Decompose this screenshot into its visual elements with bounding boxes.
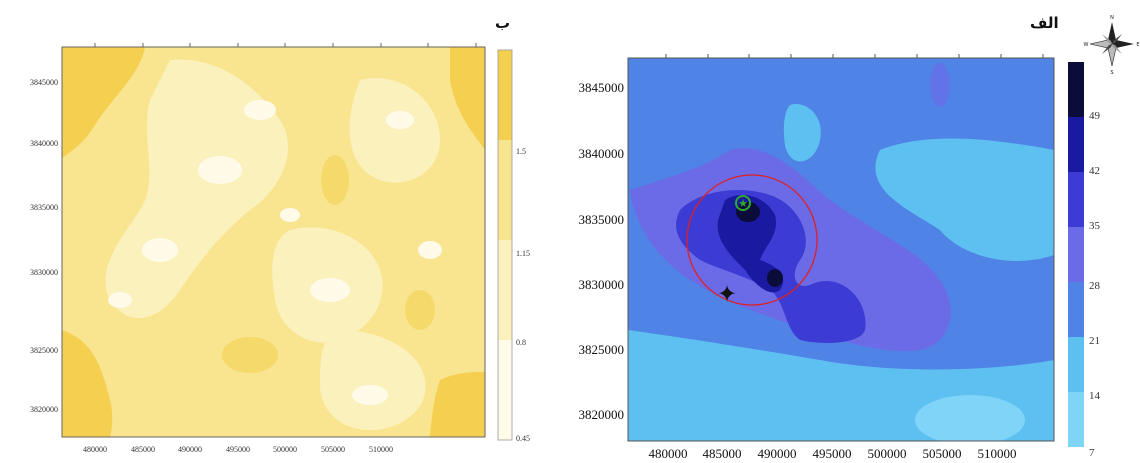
right-x-tick: 510000 [978,446,1017,461]
left-x-tick: 495000 [226,445,250,454]
right-x-tick: 500000 [868,446,907,461]
star-marker-icon: ✦ [717,280,737,308]
legend-label: 21 [1089,335,1100,347]
right-y-tick: 3825000 [579,342,625,357]
svg-text:★: ★ [738,197,748,210]
legend-swatch [1068,117,1084,172]
compass-rose-icon: N S W E [1084,15,1140,76]
legend-label: 7 [1089,447,1095,459]
legend-label: 1.15 [516,249,530,258]
right-y-tick: 3830000 [579,277,625,292]
legend-label: 1.5 [516,147,526,156]
compass-north-label: N [1110,15,1114,21]
legend-label: 14 [1089,390,1101,402]
study-area-circle [686,174,818,306]
legend-swatch [1068,62,1084,117]
panel-b-letter: ب [495,14,511,32]
legend-label: 49 [1089,110,1101,122]
left-x-tick: 500000 [273,445,297,454]
legend-swatch [498,340,512,440]
left-y-tick: 3835000 [30,203,58,212]
legend-swatch [1068,227,1084,282]
right-y-tick: 3845000 [579,80,625,95]
left-y-tick: 3825000 [30,346,58,355]
right-x-tick: 485000 [703,446,742,461]
left-y-tick: 3830000 [30,268,58,277]
legend-swatch [498,140,512,240]
left-x-tick: 480000 [83,445,107,454]
left-legend: 1.5 1.15 0.8 0.45 [497,49,530,443]
right-y-tick: 3835000 [579,212,625,227]
left-y-tick: 3845000 [30,78,58,87]
panel-a-letter: الف [1030,14,1059,32]
legend-swatch [1068,282,1084,337]
left-y-tick: 3820000 [30,405,58,414]
legend-swatch [1068,337,1084,392]
legend-swatch [498,240,512,340]
right-y-tick: 3820000 [579,407,625,422]
legend-label: 35 [1089,220,1101,232]
site-marker-icon: ★ [735,195,751,211]
legend-swatch [1068,392,1084,447]
legend-label: 28 [1089,280,1101,292]
compass-west-label: W [1084,42,1089,48]
left-x-tick: 490000 [178,445,202,454]
legend-label: 0.45 [516,434,530,443]
legend-swatch [498,50,512,140]
compass-east-label: E [1136,42,1139,48]
left-x-tick: 505000 [321,445,345,454]
right-x-tick: 495000 [813,446,852,461]
legend-swatch [1068,172,1084,227]
right-x-tick: 480000 [649,446,688,461]
left-x-tick: 510000 [369,445,393,454]
right-y-tick: 3840000 [579,146,625,161]
compass-south-label: S [1110,70,1113,76]
right-map: ★ ✦ 3845000 3840000 3835000 3830000 3825… [579,54,1055,461]
right-x-tick: 505000 [923,446,962,461]
left-y-tick: 3840000 [30,139,58,148]
right-x-tick: 490000 [758,446,797,461]
left-x-tick: 485000 [131,445,155,454]
legend-label: 42 [1089,165,1100,177]
right-legend: 49 42 35 28 21 14 7 [1068,62,1101,459]
legend-label: 0.8 [516,338,526,347]
left-map: 3845000 3840000 3835000 3830000 3825000 … [30,43,486,454]
